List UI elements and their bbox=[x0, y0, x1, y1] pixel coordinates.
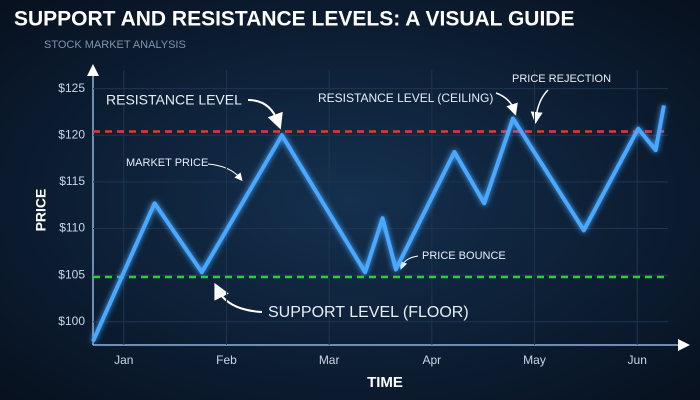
y-tick-label: $125 bbox=[58, 81, 85, 95]
y-tick-label: $115 bbox=[59, 174, 85, 188]
y-tick-label: $120 bbox=[58, 127, 85, 141]
y-tick-label: $110 bbox=[59, 221, 85, 235]
y-axis-label: PRICE bbox=[33, 189, 49, 232]
x-tick-label: Apr bbox=[422, 353, 441, 367]
chart-title: SUPPORT AND RESISTANCE LEVELS: A VISUAL … bbox=[14, 8, 574, 31]
x-tick-label: May bbox=[523, 353, 546, 367]
x-tick-label: Jan bbox=[114, 353, 133, 367]
annotation: PRICE REJECTION bbox=[512, 73, 611, 85]
y-tick-label: $100 bbox=[58, 314, 85, 328]
annotation: RESISTANCE LEVEL (CEILING) bbox=[318, 91, 493, 105]
arrow bbox=[207, 163, 243, 182]
price-line bbox=[91, 105, 666, 343]
arrow bbox=[495, 92, 518, 116]
annotation: PRICE BOUNCE bbox=[422, 250, 506, 262]
arrow bbox=[399, 255, 419, 270]
x-tick-label: Feb bbox=[216, 353, 237, 367]
annotation: SUPPORT LEVEL (FLOOR) bbox=[268, 304, 469, 321]
chart-subtitle: STOCK MARKET ANALYSIS bbox=[44, 39, 186, 51]
annotation: MARKET PRICE bbox=[126, 157, 208, 169]
x-tick-label: Jun bbox=[628, 353, 647, 367]
x-axis-label: TIME bbox=[367, 374, 403, 391]
y-tick-label: $105 bbox=[58, 267, 85, 281]
arrow bbox=[214, 282, 263, 313]
arrow bbox=[247, 99, 283, 130]
annotation: RESISTANCE LEVEL bbox=[106, 92, 242, 108]
x-tick-label: Mar bbox=[319, 353, 340, 367]
arrow bbox=[530, 89, 549, 124]
